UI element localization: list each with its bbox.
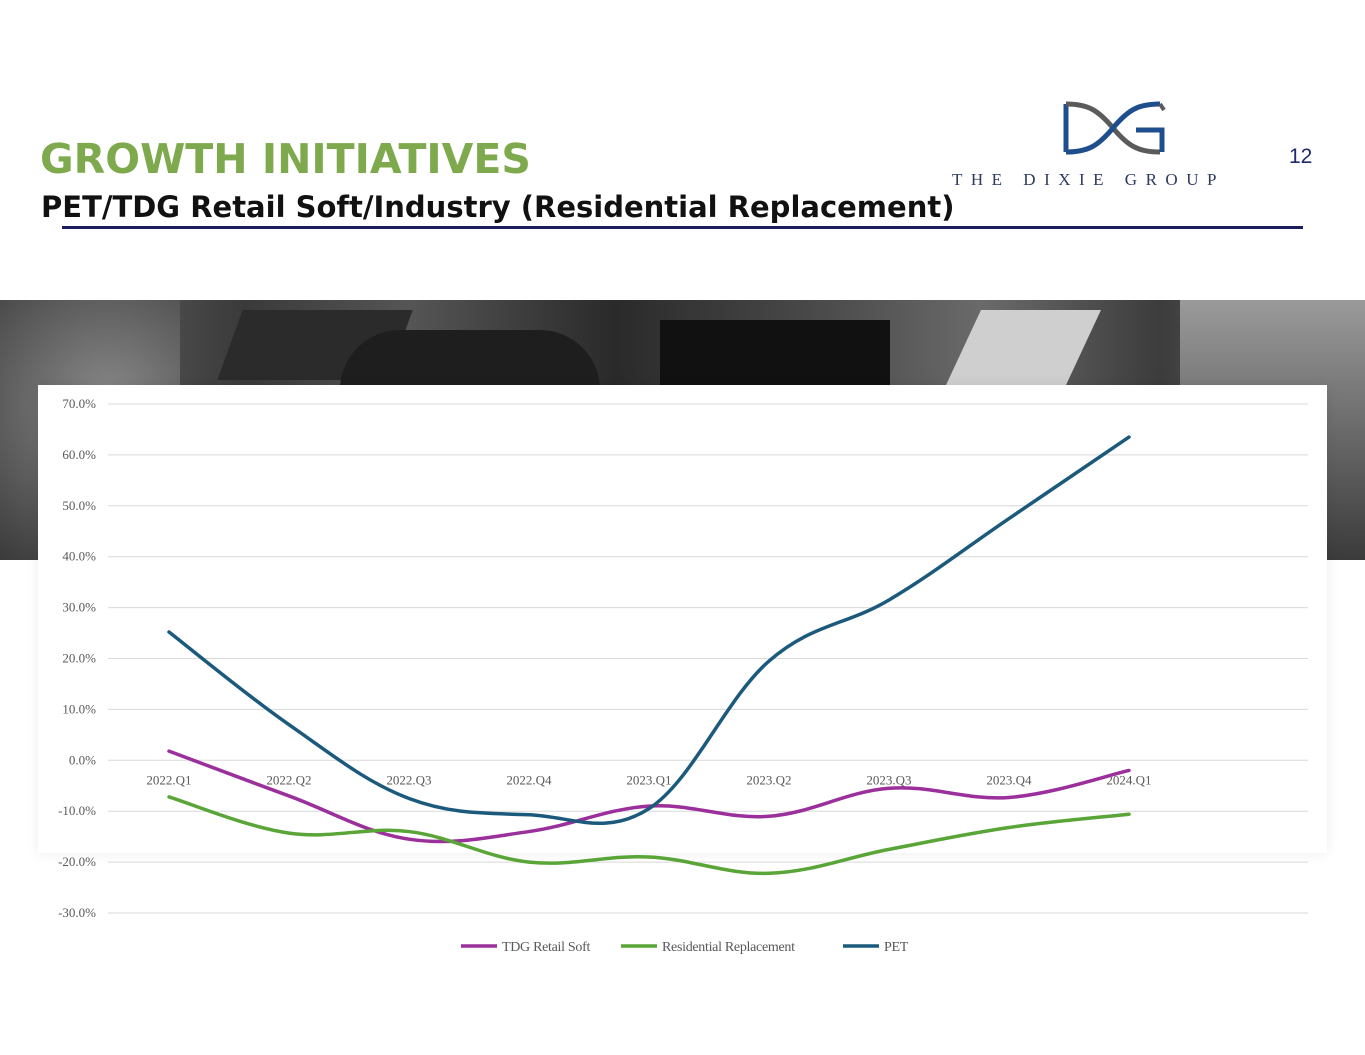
x-tick-label: 2023.Q4	[986, 772, 1032, 787]
x-tick-label: 2022.Q4	[506, 772, 552, 787]
logo-wordmark: THE DIXIE GROUP	[952, 170, 1225, 189]
y-tick-label: 40.0%	[62, 549, 96, 564]
y-tick-label: -30.0%	[58, 905, 96, 920]
series-line-tdg-retail-soft	[167, 749, 1131, 844]
dixie-group-logo-icon	[1063, 101, 1166, 155]
y-tick-label: -10.0%	[58, 803, 96, 818]
x-tick-label: 2023.Q2	[746, 772, 791, 787]
page-title: GROWTH INITIATIVES	[40, 135, 531, 183]
page-number: 12	[1289, 145, 1313, 168]
legend-label-pet: PET	[884, 940, 909, 955]
legend-label-tdg-retail-soft: TDG Retail Soft	[502, 940, 590, 955]
y-tick-label: 50.0%	[62, 498, 96, 513]
series-line-residential-replacement	[167, 795, 1131, 876]
legend-label-residential-replacement: Residential Replacement	[662, 940, 795, 955]
x-tick-label: 2023.Q1	[626, 772, 671, 787]
x-tick-label: 2022.Q1	[146, 772, 191, 787]
x-tick-label: 2023.Q3	[866, 772, 911, 787]
page-subtitle: PET/TDG Retail Soft/Industry (Residentia…	[41, 190, 955, 224]
y-tick-label: 30.0%	[62, 600, 96, 615]
y-tick-label: -20.0%	[58, 854, 96, 869]
y-tick-label: 70.0%	[62, 396, 96, 411]
x-tick-label: 2022.Q2	[266, 772, 311, 787]
series-line-pet	[167, 435, 1131, 826]
y-tick-label: 0.0%	[69, 752, 96, 767]
y-tick-label: 60.0%	[62, 447, 96, 462]
x-tick-label: 2022.Q3	[386, 772, 431, 787]
x-tick-label: 2024.Q1	[1106, 772, 1151, 787]
header-rule	[62, 226, 1303, 229]
y-tick-label: 10.0%	[62, 701, 96, 716]
y-tick-label: 20.0%	[62, 651, 96, 666]
